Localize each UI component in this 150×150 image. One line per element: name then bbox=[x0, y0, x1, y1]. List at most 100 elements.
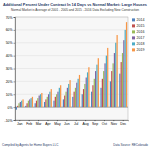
tick: 30% bbox=[6, 67, 15, 71]
bar-series bbox=[20, 40, 125, 107]
bar bbox=[69, 80, 70, 107]
tick: 50% bbox=[6, 41, 15, 45]
tick: May bbox=[54, 120, 61, 126]
bar bbox=[82, 94, 83, 107]
bar bbox=[88, 67, 89, 107]
tick-label: Mar bbox=[36, 122, 43, 126]
bar bbox=[84, 84, 85, 107]
tick-label: Jul bbox=[74, 122, 79, 126]
bar bbox=[98, 58, 99, 107]
tick-label: May bbox=[54, 122, 61, 126]
tick-label: Aug bbox=[83, 122, 89, 126]
legend-swatch bbox=[132, 48, 135, 51]
legend-label: 2016 bbox=[137, 30, 145, 34]
footer-text: Compiled by Agents for Home Buyers LLC bbox=[2, 143, 59, 147]
tick-mark bbox=[14, 107, 16, 108]
tick-label: Jun bbox=[64, 122, 70, 126]
tick: Mar bbox=[36, 120, 43, 126]
bar bbox=[75, 88, 76, 107]
bar bbox=[56, 94, 57, 107]
bar bbox=[64, 96, 65, 108]
tick-label: 30% bbox=[6, 67, 13, 71]
chart: Additional Percent Under Contract In 14 … bbox=[0, 0, 150, 150]
bar bbox=[59, 88, 60, 107]
bar bbox=[21, 101, 22, 107]
bar bbox=[72, 97, 73, 107]
bar bbox=[39, 96, 40, 108]
tick: Jul bbox=[74, 120, 79, 126]
bar bbox=[110, 81, 111, 107]
grid-line bbox=[15, 55, 128, 56]
grid-line bbox=[15, 68, 128, 69]
tick: Nov bbox=[111, 120, 117, 126]
bar bbox=[95, 71, 96, 107]
bar bbox=[68, 84, 69, 107]
tick-label: 70% bbox=[6, 16, 13, 20]
bar bbox=[29, 99, 30, 107]
legend-swatch bbox=[132, 24, 135, 27]
bars bbox=[16, 22, 127, 110]
bar bbox=[83, 89, 84, 107]
bar bbox=[35, 103, 36, 107]
bar bbox=[16, 107, 17, 110]
tick: Dec bbox=[120, 120, 126, 126]
x-axis: JanFebMarAprMayJunJulAugSepOctNovDec bbox=[16, 120, 129, 126]
tick-label: 0% bbox=[8, 106, 13, 110]
bar bbox=[113, 63, 114, 107]
bar bbox=[122, 53, 123, 107]
legend-swatch bbox=[132, 30, 135, 33]
bar bbox=[37, 98, 38, 107]
bar bbox=[36, 101, 37, 107]
bar bbox=[86, 78, 87, 108]
tick: 0% bbox=[8, 106, 15, 110]
grid-line bbox=[15, 29, 128, 30]
tick-mark bbox=[14, 94, 16, 95]
bar bbox=[103, 71, 104, 107]
bar bbox=[40, 94, 41, 107]
bar-series bbox=[22, 22, 127, 107]
bar bbox=[18, 103, 19, 107]
plot-frame bbox=[15, 17, 128, 120]
tick-label: 50% bbox=[6, 41, 13, 45]
bar bbox=[111, 71, 112, 107]
tick-label: 60% bbox=[6, 28, 13, 32]
bar bbox=[123, 40, 124, 107]
grid-line bbox=[15, 42, 128, 43]
bar bbox=[106, 56, 107, 108]
tick-label: Feb bbox=[26, 122, 32, 126]
bar bbox=[76, 83, 77, 107]
bar bbox=[67, 88, 68, 107]
bar bbox=[94, 79, 95, 107]
tick: Feb bbox=[26, 120, 32, 126]
bar bbox=[114, 53, 115, 107]
grid-line bbox=[15, 120, 128, 121]
legend-label: 2019 bbox=[137, 48, 145, 52]
tick: 20% bbox=[6, 80, 15, 84]
bar bbox=[74, 92, 75, 107]
tick-mark bbox=[14, 69, 16, 70]
legend-swatch bbox=[132, 18, 135, 21]
tick-label: 10% bbox=[6, 93, 13, 97]
tick: Jun bbox=[64, 120, 70, 126]
bar-series bbox=[21, 30, 126, 107]
legend-swatch bbox=[132, 36, 135, 39]
tick: Oct bbox=[102, 120, 107, 126]
tick-mark bbox=[14, 56, 16, 57]
tick-label: Nov bbox=[111, 122, 117, 126]
tick-label: Dec bbox=[120, 122, 126, 126]
grid bbox=[15, 17, 128, 120]
tick-label: Jan bbox=[17, 122, 23, 126]
axis-line bbox=[14, 18, 16, 121]
bar bbox=[92, 85, 93, 107]
tick: 70% bbox=[6, 16, 15, 20]
tick-mark bbox=[14, 81, 16, 82]
bar bbox=[117, 35, 118, 107]
bar bbox=[100, 88, 101, 107]
grid-line bbox=[15, 17, 128, 18]
footer-text: Data Source: REColorado bbox=[113, 143, 148, 147]
bar bbox=[49, 92, 50, 107]
bar bbox=[51, 89, 52, 107]
bar bbox=[104, 63, 105, 107]
background bbox=[0, 0, 150, 150]
bar bbox=[60, 85, 61, 107]
